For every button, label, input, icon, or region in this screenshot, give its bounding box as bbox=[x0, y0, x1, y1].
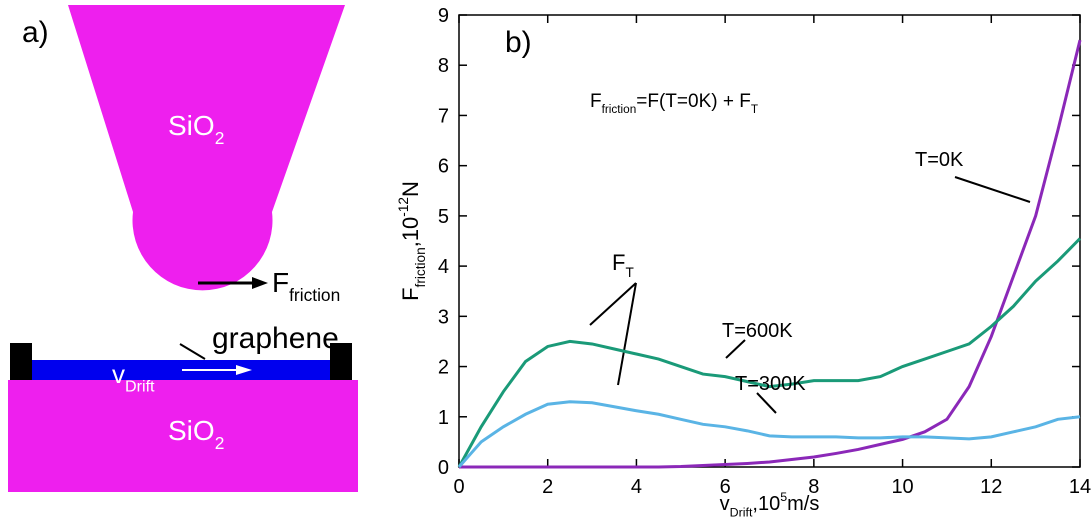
layer-label: graphene bbox=[212, 322, 339, 355]
rich-label: SiO2 bbox=[168, 415, 224, 453]
text-part: F bbox=[590, 91, 602, 112]
script-text: 2 bbox=[215, 433, 225, 453]
rich-label: FT bbox=[612, 250, 634, 280]
plot-frame bbox=[458, 14, 1081, 468]
rich-label: Ffriction,10-12N bbox=[396, 181, 428, 301]
script-text: Drift bbox=[125, 377, 155, 395]
y-tick-label: 9 bbox=[438, 5, 449, 27]
x-tick-label: 14 bbox=[1069, 476, 1091, 498]
x-tick-label: 0 bbox=[453, 476, 464, 498]
y-tick-label: 1 bbox=[438, 407, 449, 429]
y-tick-label: 8 bbox=[438, 55, 449, 77]
leader-line bbox=[179, 343, 206, 360]
rich-label: Ffriction=F(T=0K) + FT bbox=[590, 91, 758, 116]
text-part: F bbox=[398, 287, 423, 300]
text-part: v bbox=[112, 359, 125, 389]
text-part: F bbox=[612, 250, 625, 275]
leader-line bbox=[954, 176, 1031, 203]
x-tick-label: 12 bbox=[980, 476, 1002, 498]
script-text: friction bbox=[289, 285, 340, 305]
y-tick-label: 3 bbox=[438, 306, 449, 328]
script-text: 2 bbox=[215, 128, 225, 148]
script-text: friction bbox=[413, 247, 428, 287]
y-tick-label: 4 bbox=[438, 256, 449, 278]
script-text: friction bbox=[602, 103, 637, 116]
script-text: -12 bbox=[396, 197, 411, 217]
leader-line bbox=[589, 282, 637, 326]
panel-label: a) bbox=[22, 16, 49, 49]
clamp bbox=[330, 343, 352, 380]
drift-arrowhead bbox=[236, 365, 252, 375]
y-tick-label: 5 bbox=[438, 206, 449, 228]
tip bbox=[68, 5, 345, 291]
leader-line bbox=[725, 339, 746, 359]
x-tick-label: 10 bbox=[891, 476, 913, 498]
text-part: ,10 bbox=[752, 493, 780, 515]
series-line bbox=[459, 39, 1082, 469]
text-part: N bbox=[398, 181, 423, 197]
script-text: 5 bbox=[780, 490, 787, 504]
rich-label: vDrift bbox=[112, 359, 155, 395]
series-line bbox=[457, 400, 1081, 468]
rich-label: vDrift,105m/s bbox=[720, 490, 820, 519]
series-label: T=600K bbox=[722, 320, 793, 342]
y-tick-label: 2 bbox=[438, 357, 449, 379]
x-tick-label: 8 bbox=[808, 476, 819, 498]
script-text: T bbox=[625, 265, 634, 280]
leader-line bbox=[617, 282, 637, 386]
rich-label: SiO2 bbox=[168, 110, 224, 148]
x-tick-label: 6 bbox=[720, 476, 731, 498]
text-part: F bbox=[272, 267, 289, 298]
y-tick-label: 6 bbox=[438, 156, 449, 178]
series-label: T=300K bbox=[735, 373, 806, 395]
text-part: =F(T=0K) + F bbox=[636, 91, 751, 112]
clamp bbox=[10, 343, 32, 380]
script-text: T bbox=[751, 103, 758, 116]
text-part: ,10 bbox=[398, 217, 423, 248]
series-line bbox=[457, 237, 1082, 468]
y-tick-label: 0 bbox=[438, 457, 449, 479]
text-part: v bbox=[720, 493, 730, 515]
series-label: T=0K bbox=[915, 149, 964, 171]
panel-label: b) bbox=[505, 26, 532, 59]
text-part: m/s bbox=[787, 493, 819, 515]
text-part: SiO bbox=[168, 110, 215, 141]
script-text: Drift bbox=[730, 505, 753, 519]
y-tick-label: 7 bbox=[438, 105, 449, 127]
leader-line bbox=[756, 392, 777, 414]
x-tick-label: 4 bbox=[631, 476, 642, 498]
rich-label: Ffriction bbox=[272, 267, 340, 305]
text-part: SiO bbox=[168, 415, 215, 446]
x-tick-label: 2 bbox=[542, 476, 553, 498]
substrate bbox=[8, 380, 358, 492]
force-arrowhead bbox=[252, 277, 268, 289]
